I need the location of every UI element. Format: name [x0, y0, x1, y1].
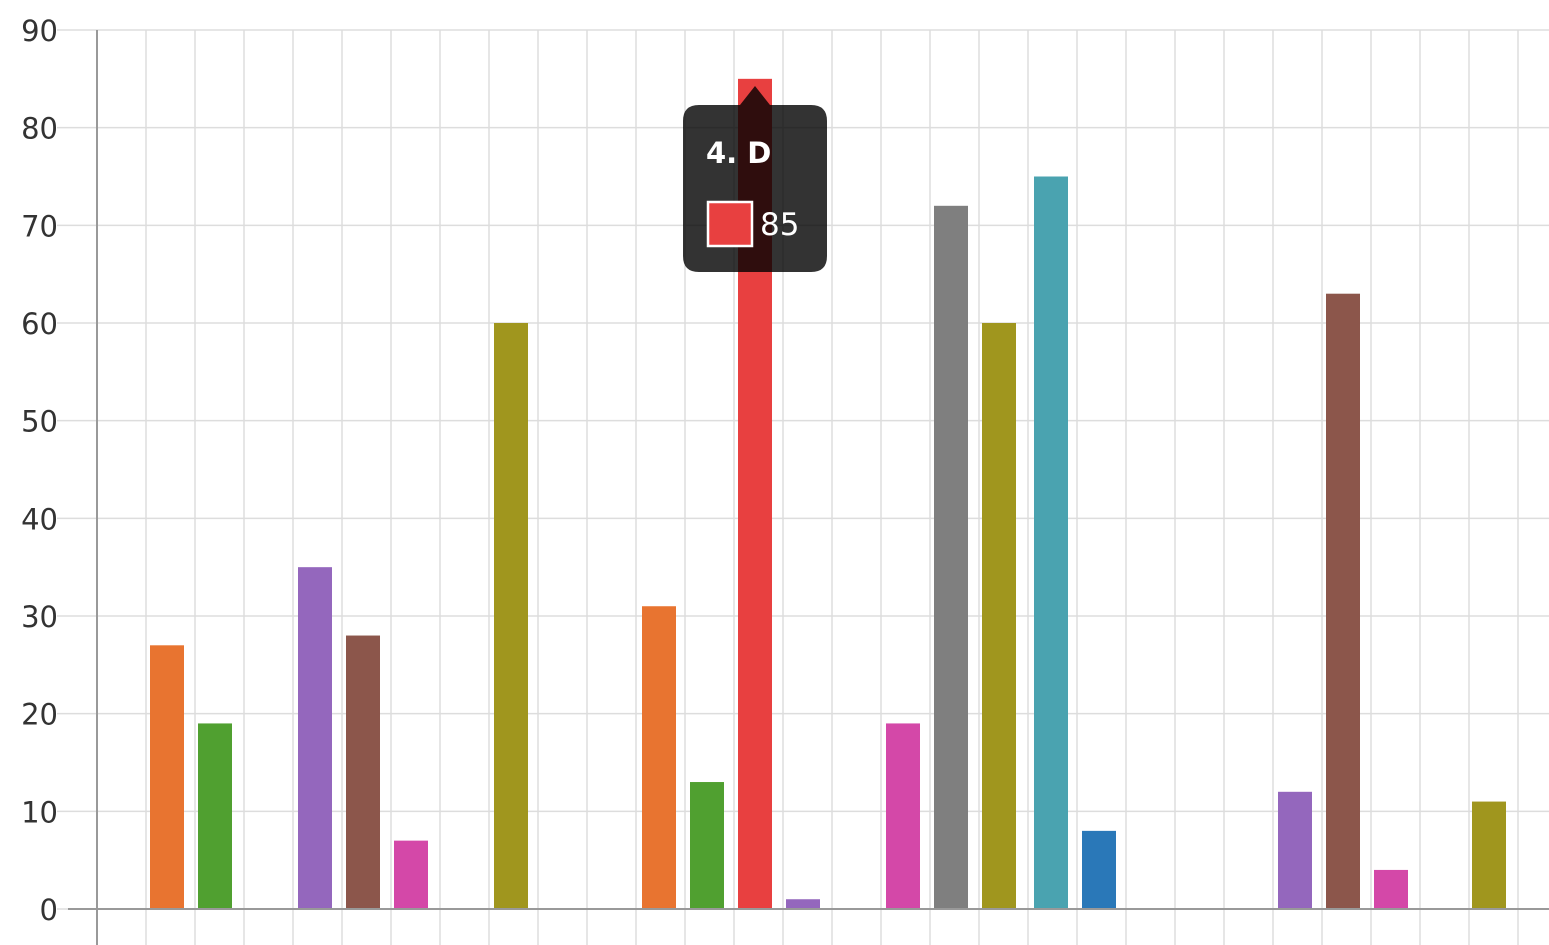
bar[interactable] [394, 840, 428, 909]
bar[interactable] [886, 723, 920, 909]
bar[interactable] [786, 899, 820, 909]
y-axis-ticks: 0 10 20 30 40 50 60 70 80 90 [21, 14, 58, 927]
grid [57, 29, 1549, 945]
y-tick-label: 90 [21, 14, 58, 48]
tooltip-color-swatch [706, 200, 754, 248]
y-tick-label: 40 [21, 502, 58, 536]
bar[interactable] [1326, 293, 1360, 909]
tooltip: 4. D 85 [683, 86, 827, 272]
bar[interactable] [346, 635, 380, 909]
bar[interactable] [642, 606, 676, 909]
bar[interactable] [1034, 176, 1068, 910]
tooltip-box [683, 86, 827, 272]
tooltip-title: 4. D [706, 136, 771, 170]
bar[interactable] [690, 782, 724, 909]
y-tick-label: 20 [21, 698, 58, 732]
bar[interactable] [1472, 801, 1506, 909]
bar[interactable] [1374, 869, 1408, 909]
y-tick-label: 10 [21, 795, 58, 829]
y-tick-label: 70 [21, 209, 58, 243]
y-tick-label: 80 [21, 112, 58, 146]
y-tick-label: 50 [21, 405, 58, 439]
bar[interactable] [494, 323, 528, 909]
tooltip-value: 85 [760, 207, 799, 243]
bar[interactable] [1278, 791, 1312, 909]
bar[interactable] [934, 205, 968, 910]
y-tick-label: 30 [21, 600, 58, 634]
bar[interactable] [198, 723, 232, 909]
bar[interactable] [150, 645, 184, 909]
y-tick-label: 0 [40, 893, 58, 927]
bar[interactable] [298, 567, 332, 909]
y-tick-label: 60 [21, 307, 58, 341]
bars [150, 78, 1506, 910]
bar[interactable] [982, 323, 1016, 909]
bar[interactable] [1082, 830, 1116, 909]
axes [68, 30, 1549, 945]
